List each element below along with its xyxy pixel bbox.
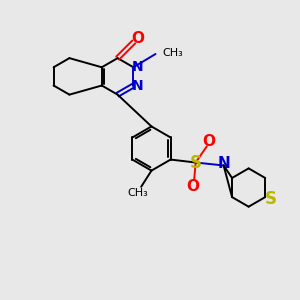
Text: N: N xyxy=(218,157,231,172)
Text: CH₃: CH₃ xyxy=(128,188,148,198)
Text: O: O xyxy=(202,134,215,149)
Text: S: S xyxy=(190,154,202,172)
Text: N: N xyxy=(132,60,144,74)
Text: S: S xyxy=(265,190,277,208)
Text: O: O xyxy=(131,31,144,46)
Text: N: N xyxy=(132,79,144,92)
Text: O: O xyxy=(186,178,199,194)
Text: CH₃: CH₃ xyxy=(163,47,184,58)
